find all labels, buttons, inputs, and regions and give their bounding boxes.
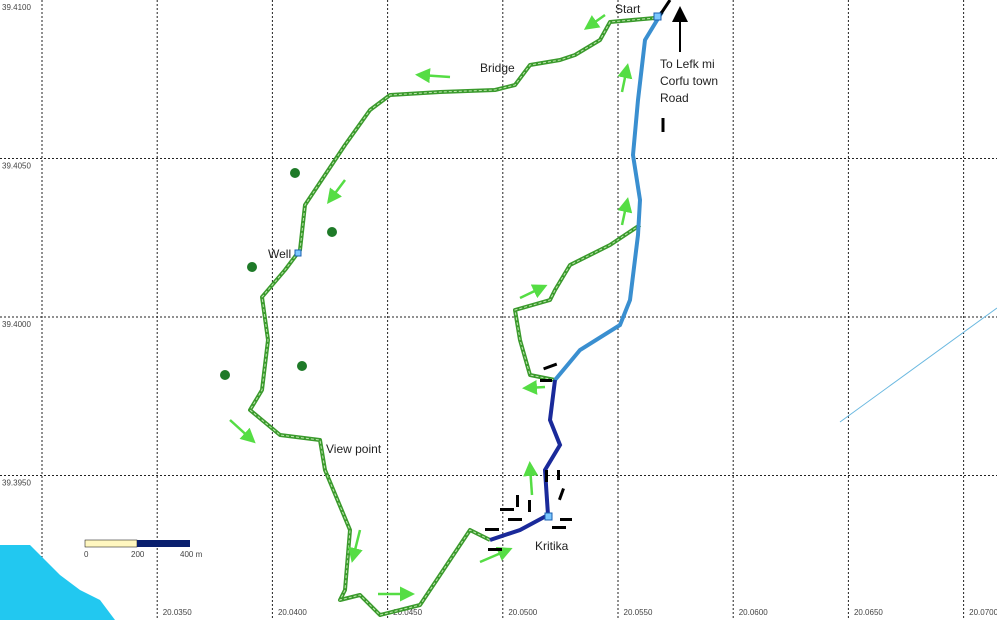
blue-trail (294, 0, 672, 542)
lon-label: 20.0500 (508, 608, 537, 617)
green-trail (248, 16, 656, 617)
sea (0, 545, 115, 620)
lat-label: 39.3950 (2, 479, 31, 488)
viewpoint-label: View point (326, 442, 382, 456)
lon-label: 20.0400 (278, 608, 307, 617)
start-label: Start (615, 2, 641, 16)
lon-label: 20.0550 (624, 608, 653, 617)
road-arrow (661, 6, 688, 132)
road-label: Corfu town (660, 74, 718, 88)
well-label: Well (268, 247, 291, 261)
direction-arrows (229, 13, 633, 602)
lon-label: 20.0650 (854, 608, 883, 617)
road-label: To Lefk mi (660, 57, 715, 71)
bridge-label: Bridge (480, 61, 515, 75)
village-label: Kritika (535, 539, 569, 553)
lon-label: 20.0350 (163, 608, 192, 617)
lat-label: 39.4100 (2, 3, 31, 12)
road-label: Road (660, 91, 689, 105)
road-line (839, 307, 997, 423)
scale-label: 0 (84, 550, 89, 559)
lat-label: 39.4000 (2, 320, 31, 329)
scale-label: 200 (131, 550, 145, 559)
lon-label: 20.0450 (393, 608, 422, 617)
lon-label: 20.0600 (739, 608, 768, 617)
scale-bar: 0 200 400 m (84, 539, 203, 559)
lat-label: 39.4050 (2, 162, 31, 171)
scale-label: 400 m (180, 550, 203, 559)
buildings (485, 362, 572, 551)
lon-label: 20.0700 (969, 608, 997, 617)
trees (220, 168, 337, 380)
